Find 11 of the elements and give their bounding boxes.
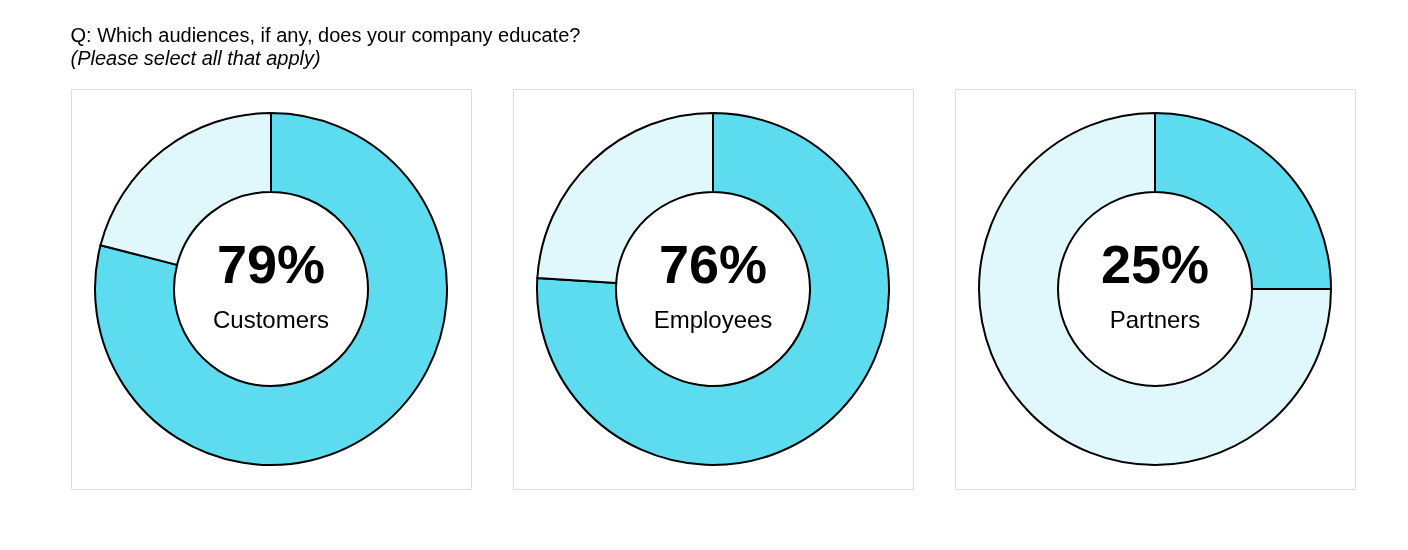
chart-title: Q: Which audiences, if any, does your company educate?: [70, 23, 581, 46]
data-label: 79%: [216, 234, 326, 294]
data-label: 25%: [1100, 234, 1210, 294]
slice-label: Partners: [1109, 306, 1201, 333]
donut-slice: [536, 112, 890, 466]
chart-subtitle: (Please select all that apply): [70, 46, 321, 69]
slice-label: Customers: [212, 306, 330, 333]
donut-slice: [94, 112, 448, 466]
data-label: 76%: [658, 234, 768, 294]
slice-label: Employees: [653, 306, 773, 333]
donut-slice: [978, 112, 1332, 466]
